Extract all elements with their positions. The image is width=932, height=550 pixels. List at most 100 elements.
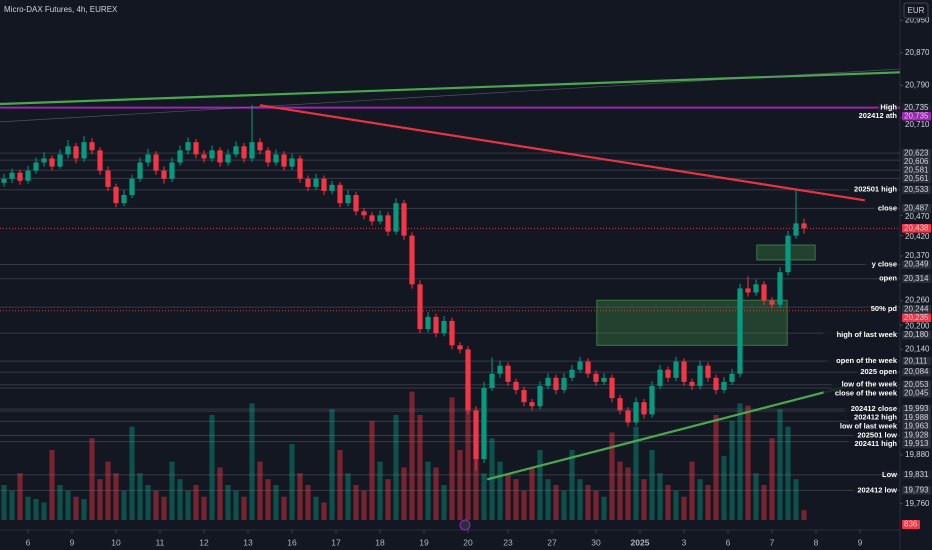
level-box xyxy=(902,313,931,323)
candle-body xyxy=(689,381,695,386)
level-box xyxy=(902,421,931,431)
level-name-bg xyxy=(844,404,898,414)
level-value: 20,235 xyxy=(904,313,929,322)
level-name-bg xyxy=(832,380,898,390)
volume-bar xyxy=(521,490,527,520)
volume-bar xyxy=(393,415,399,520)
candle-body xyxy=(201,154,207,159)
y-tick-label: 20,200 xyxy=(905,322,930,331)
candle-body xyxy=(305,178,311,187)
candle-body xyxy=(425,316,431,330)
candle-body xyxy=(97,150,103,171)
volume-bar xyxy=(601,496,607,520)
candle-body xyxy=(81,142,87,159)
candle-body xyxy=(769,300,775,305)
x-tick-label: 13 xyxy=(243,537,253,547)
level-value: 20,533 xyxy=(904,185,929,194)
level-box xyxy=(902,470,931,480)
candle-body xyxy=(321,178,327,191)
level-name-bg xyxy=(857,367,898,377)
candle-body xyxy=(417,284,423,330)
volume-bar xyxy=(193,485,199,520)
candle-body xyxy=(761,284,767,301)
candle-body xyxy=(41,158,47,163)
level-name-bg xyxy=(882,470,898,480)
level-value: 20,735 xyxy=(904,111,929,120)
level-box xyxy=(902,413,931,422)
candle-body xyxy=(585,361,591,374)
volume-bar xyxy=(153,490,159,520)
volume-bar xyxy=(281,496,287,520)
level-name-bg xyxy=(853,486,898,495)
volume-bar xyxy=(9,490,15,520)
candle-body xyxy=(665,369,671,378)
level-value: 19,963 xyxy=(904,421,929,430)
level-value: 20,735 xyxy=(904,103,929,112)
currency-box[interactable] xyxy=(903,2,929,19)
volume-bar xyxy=(585,485,591,520)
currency[interactable]: EUR xyxy=(908,6,925,15)
volume-bar xyxy=(81,499,87,520)
volume-bar xyxy=(97,479,103,520)
volume-bar xyxy=(369,420,375,520)
candle-body xyxy=(113,186,119,204)
event-icon[interactable] xyxy=(459,519,471,531)
candle-body xyxy=(737,288,743,374)
candle-body xyxy=(385,215,391,232)
candle-body xyxy=(785,235,791,273)
volume-bar xyxy=(457,450,463,520)
volume-bar xyxy=(41,502,47,520)
volume-bar xyxy=(433,467,439,520)
x-tick-label: 7 xyxy=(770,537,775,547)
y-tick-label: 20,470 xyxy=(905,212,930,221)
volume-bar xyxy=(441,485,447,520)
level-name: low of the week xyxy=(842,380,898,389)
candle-body xyxy=(521,390,527,403)
level-value: 20,180 xyxy=(904,330,929,339)
volume-bar xyxy=(729,420,735,520)
level-box xyxy=(902,157,931,167)
candle-body xyxy=(481,387,487,460)
trend-line xyxy=(259,104,865,202)
volume-bar xyxy=(377,461,383,520)
candle-body xyxy=(705,365,711,378)
level-name: High xyxy=(880,103,897,112)
candle-body xyxy=(9,172,15,179)
volume-bar xyxy=(577,479,583,520)
level-name: Low xyxy=(882,470,897,479)
level-box xyxy=(902,389,931,398)
candle-body xyxy=(25,170,31,181)
volume-bar xyxy=(561,490,567,520)
candle-body xyxy=(185,142,191,151)
candle-body xyxy=(65,146,71,155)
volume-bar xyxy=(145,485,151,520)
x-tick-label: 23 xyxy=(503,537,513,547)
candle-body xyxy=(297,158,303,179)
volume-bar xyxy=(329,409,335,520)
level-name-bg xyxy=(823,389,898,398)
y-tick-label: 20,950 xyxy=(905,15,930,24)
level-box xyxy=(902,486,931,495)
volume-bar xyxy=(609,432,615,520)
candle-body xyxy=(281,154,287,167)
volume-bar xyxy=(713,415,719,520)
candle-body xyxy=(777,272,783,305)
candle-body xyxy=(393,203,399,232)
level-box xyxy=(902,304,931,314)
candle-body xyxy=(225,154,231,163)
level-name: 202412 ath xyxy=(859,111,898,120)
candle-body xyxy=(249,142,255,159)
volume-value: 836 xyxy=(904,520,918,529)
candle-body xyxy=(577,361,583,370)
level-value: 20,045 xyxy=(904,388,929,397)
volume-bar xyxy=(121,490,127,520)
level-name-bg xyxy=(827,421,898,431)
level-name-bg xyxy=(874,204,898,213)
axes: 20,950 20,870 20,790 20,710 20,470 20,420 20,3… xyxy=(26,15,931,547)
candle-body xyxy=(217,150,223,163)
volume-box xyxy=(902,520,920,529)
candle-body xyxy=(497,365,503,374)
volume-bar xyxy=(513,479,519,520)
x-tick-label: 18 xyxy=(375,537,385,547)
